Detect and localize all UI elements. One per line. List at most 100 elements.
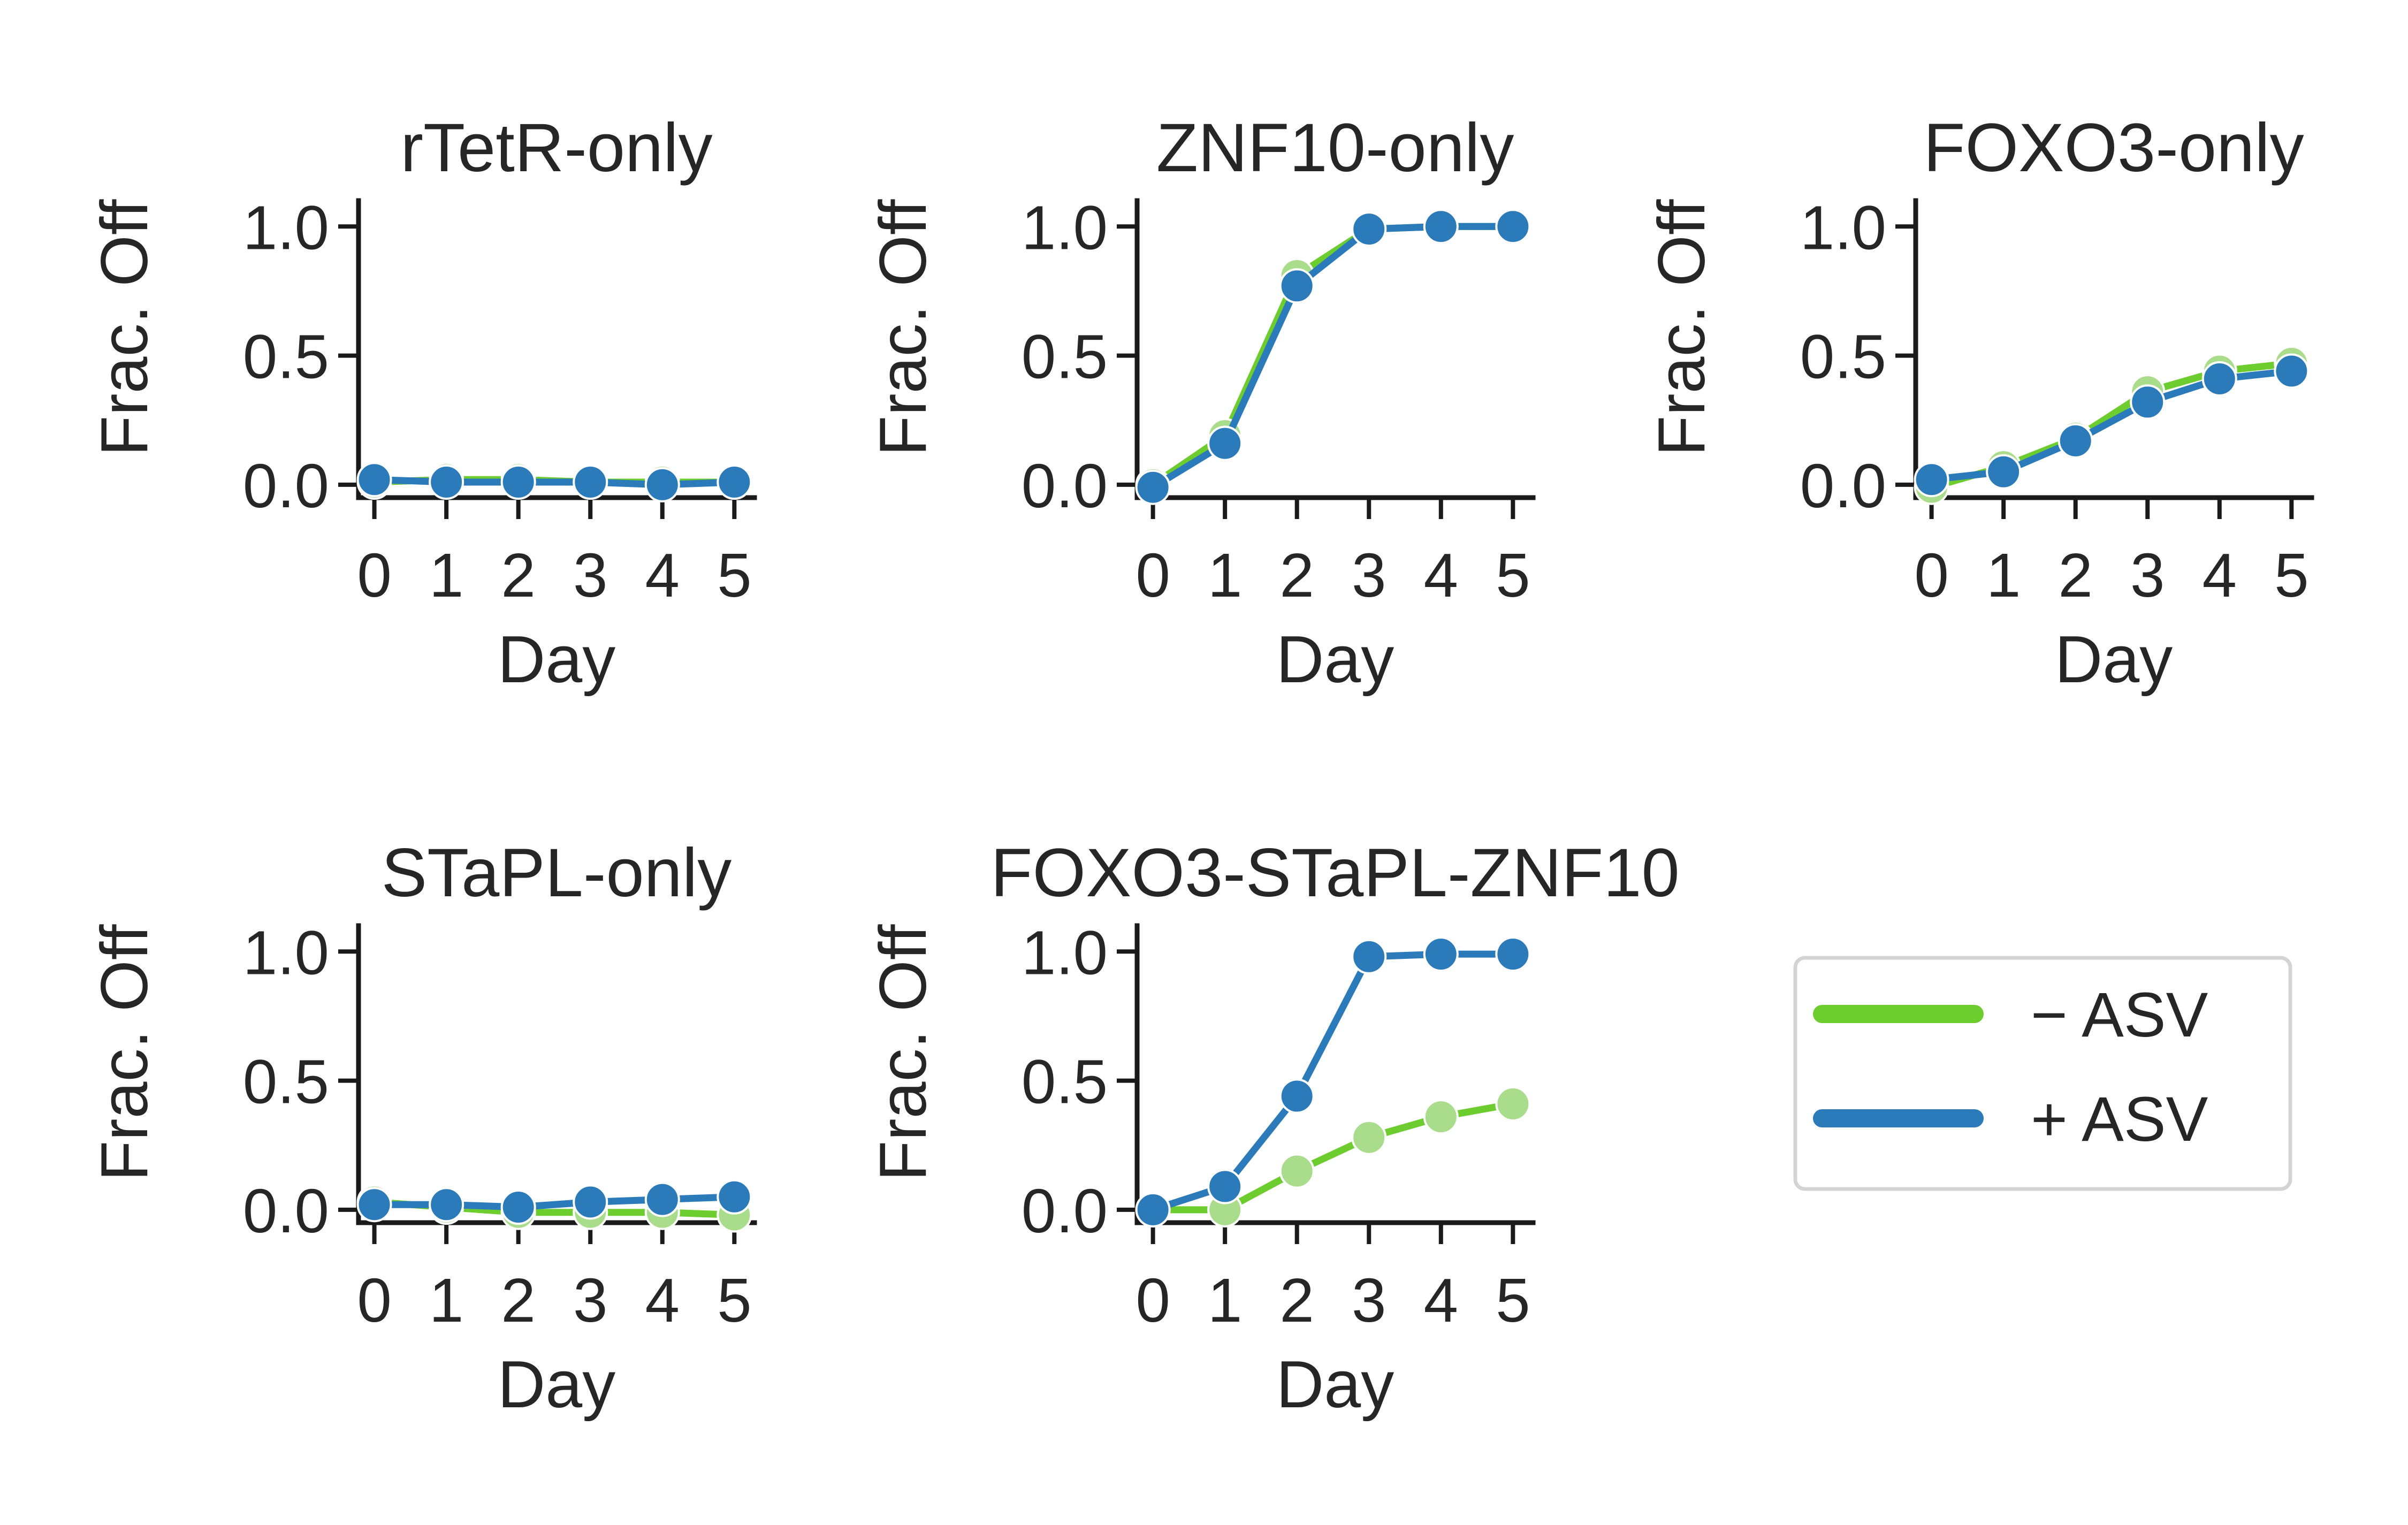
x-tick-label: 4: [645, 1265, 680, 1335]
y-tick-label: 1.0: [1022, 193, 1108, 262]
y-tick-label: 0.5: [1022, 322, 1108, 392]
x-axis-label: Day: [2055, 623, 2173, 697]
data-point-plus-asv: [717, 464, 752, 500]
x-tick-label: 2: [2058, 540, 2093, 610]
data-point-plus-asv: [717, 1179, 752, 1215]
data-point-minus-asv: [1351, 1119, 1387, 1155]
data-point-plus-asv: [573, 464, 608, 500]
x-tick-label: 3: [2130, 540, 2165, 610]
x-tick-label: 0: [1136, 1265, 1170, 1335]
legend-label-plus-asv: + ASV: [2031, 1084, 2208, 1155]
data-point-plus-asv: [2058, 423, 2093, 459]
y-tick-label: 0.5: [243, 1047, 329, 1117]
y-axis-label: Frac. Off: [88, 924, 162, 1181]
series-line-minus-asv: [1149, 223, 1517, 489]
data-point-plus-asv: [1279, 1078, 1315, 1114]
x-tick-label: 1: [1208, 1265, 1243, 1335]
legend: − ASV + ASV: [1793, 956, 2292, 1191]
x-tick-label: 5: [1496, 1265, 1530, 1335]
data-point-plus-asv: [1279, 268, 1315, 304]
data-point-plus-asv: [500, 1190, 536, 1225]
x-tick-label: 0: [1136, 540, 1170, 610]
panel-stapl-only: 0.0 0.5 1.0 0 1 2 3 4 5 Day Frac. Off STaPL-only: [88, 835, 757, 1422]
x-tick-label: 3: [1352, 1265, 1386, 1335]
data-point-plus-asv: [429, 1187, 464, 1223]
x-axis-label: Day: [498, 1348, 616, 1422]
panel-title: FOXO3-only: [1923, 110, 2304, 186]
data-point-plus-asv: [573, 1184, 608, 1220]
x-tick-label: 4: [2203, 540, 2237, 610]
panel-rtetr-only: 0.0 0.5 1.0 0 1 2 3 4 5 Day Frac. Off rTetR-only: [88, 110, 757, 697]
x-tick-label: 0: [1914, 540, 1949, 610]
panel-title: FOXO3-STaPL-ZNF10: [990, 835, 1679, 911]
data-point-plus-asv: [1914, 462, 1949, 498]
series-line-plus-asv: [371, 1193, 738, 1211]
series-line-plus-asv: [1928, 368, 2295, 483]
data-point-plus-asv: [1495, 936, 1531, 972]
x-axis-label: Day: [1276, 623, 1394, 697]
data-point-minus-asv: [1279, 1153, 1315, 1189]
y-axis-label: Frac. Off: [88, 199, 162, 456]
x-tick-label: 1: [429, 1265, 464, 1335]
data-point-plus-asv: [2130, 384, 2166, 420]
y-tick-label: 1.0: [243, 193, 329, 262]
data-point-plus-asv: [1207, 1169, 1243, 1204]
panel-foxo3-only: 0.0 0.5 1.0 0 1 2 3 4 5 Day Frac. Off FOXO3-only: [1645, 110, 2314, 697]
data-point-plus-asv: [356, 462, 392, 498]
x-tick-label: 4: [1424, 1265, 1459, 1335]
y-tick-label: 1.0: [243, 918, 329, 987]
x-tick-label: 5: [1496, 540, 1530, 610]
data-point-plus-asv: [1423, 209, 1459, 245]
data-point-plus-asv: [2274, 353, 2310, 389]
x-tick-label: 3: [573, 540, 608, 610]
data-point-minus-asv: [1423, 1099, 1459, 1135]
x-tick-label: 3: [573, 1265, 608, 1335]
y-tick-label: 0.0: [243, 451, 329, 521]
x-tick-label: 5: [717, 540, 752, 610]
panel-title: rTetR-only: [400, 110, 712, 186]
x-axis-label: Day: [498, 623, 616, 697]
x-tick-label: 1: [1208, 540, 1243, 610]
y-tick-label: 0.0: [243, 1176, 329, 1246]
y-axis-label: Frac. Off: [866, 199, 940, 456]
data-point-plus-asv: [644, 1181, 680, 1217]
x-tick-label: 4: [645, 540, 680, 610]
panel-znf10-only: 0.0 0.5 1.0 0 1 2 3 4 5 Day Frac. Off ZNF10-only: [866, 110, 1536, 697]
data-point-plus-asv: [1495, 209, 1531, 245]
x-tick-label: 2: [501, 1265, 536, 1335]
x-tick-label: 0: [357, 540, 392, 610]
x-tick-label: 2: [1279, 540, 1314, 610]
data-point-plus-asv: [1135, 469, 1171, 505]
y-tick-label: 0.0: [1800, 451, 1886, 521]
x-tick-label: 5: [717, 1265, 752, 1335]
data-point-plus-asv: [1351, 939, 1387, 974]
data-point-plus-asv: [356, 1187, 392, 1223]
x-tick-label: 5: [2274, 540, 2309, 610]
x-tick-label: 2: [1279, 1265, 1314, 1335]
y-tick-label: 0.0: [1022, 1176, 1108, 1246]
data-point-plus-asv: [1423, 936, 1459, 972]
panel-title: STaPL-only: [382, 835, 732, 911]
x-axis-label: Day: [1276, 1348, 1394, 1422]
legend-label-minus-asv: − ASV: [2031, 980, 2208, 1050]
x-tick-label: 1: [429, 540, 464, 610]
y-tick-label: 0.5: [1022, 1047, 1108, 1117]
x-tick-label: 4: [1424, 540, 1459, 610]
data-point-plus-asv: [500, 464, 536, 500]
y-tick-label: 0.5: [243, 322, 329, 392]
series-line-plus-asv: [1149, 950, 1517, 1214]
panel-title: ZNF10-only: [1156, 110, 1514, 186]
x-tick-label: 1: [1986, 540, 2021, 610]
y-axis-label: Frac. Off: [866, 924, 940, 1181]
x-tick-label: 2: [501, 540, 536, 610]
x-tick-label: 3: [1352, 540, 1386, 610]
data-point-plus-asv: [1351, 211, 1387, 247]
x-tick-label: 0: [357, 1265, 392, 1335]
data-point-minus-asv: [1495, 1086, 1531, 1122]
y-tick-label: 1.0: [1800, 193, 1886, 262]
y-tick-label: 1.0: [1022, 918, 1108, 987]
data-point-plus-asv: [644, 467, 680, 502]
y-axis-label: Frac. Off: [1645, 199, 1719, 456]
